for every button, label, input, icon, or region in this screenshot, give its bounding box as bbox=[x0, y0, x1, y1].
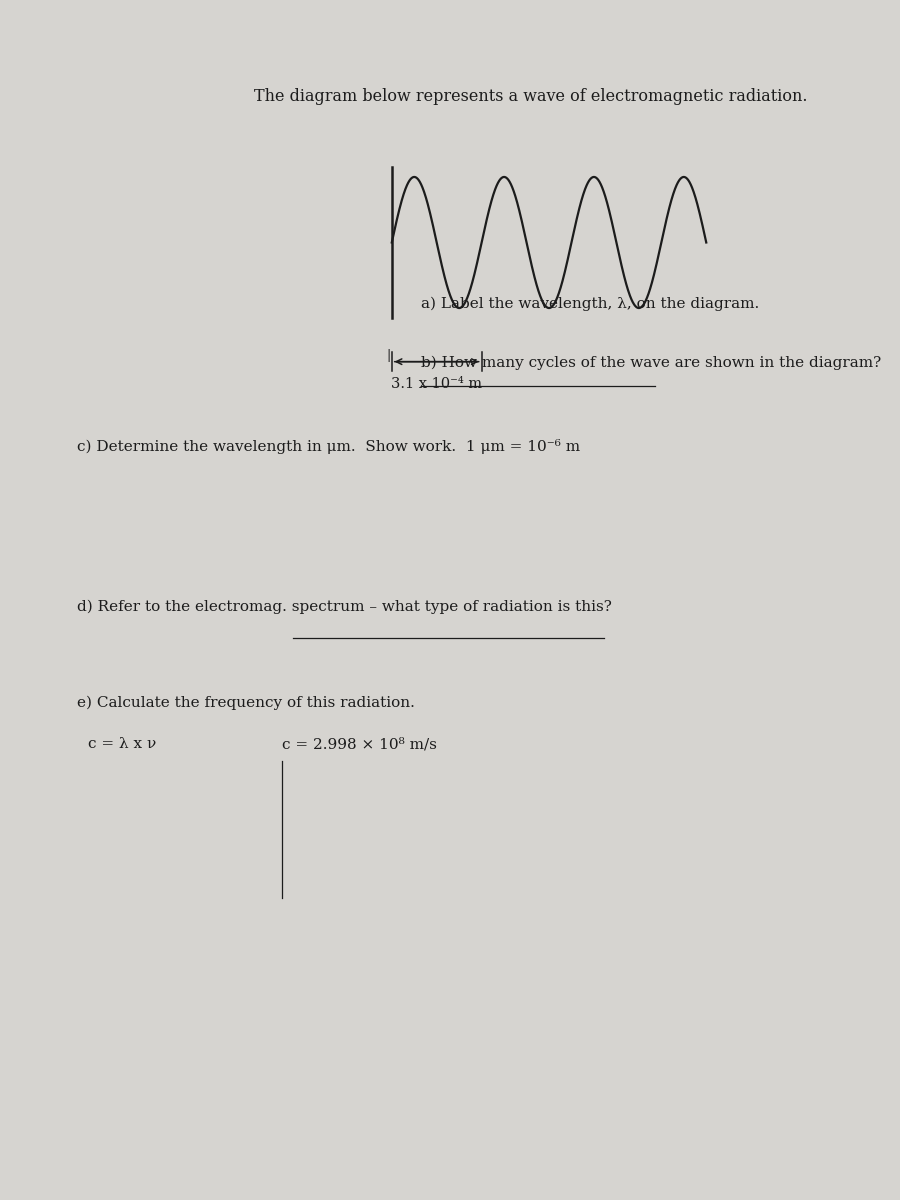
Text: e) Calculate the frequency of this radiation.: e) Calculate the frequency of this radia… bbox=[77, 695, 415, 709]
Text: a) Label the wavelength, λ, on the diagram.: a) Label the wavelength, λ, on the diagr… bbox=[421, 296, 760, 311]
Text: The diagram below represents a wave of electromagnetic radiation.: The diagram below represents a wave of e… bbox=[254, 88, 807, 104]
Text: |: | bbox=[386, 349, 391, 362]
Text: 3.1 x 10⁻⁴ m: 3.1 x 10⁻⁴ m bbox=[392, 377, 482, 391]
Text: d) Refer to the electromag. spectrum – what type of radiation is this?: d) Refer to the electromag. spectrum – w… bbox=[77, 600, 612, 614]
Text: b) How many cycles of the wave are shown in the diagram?: b) How many cycles of the wave are shown… bbox=[421, 355, 881, 370]
Text: c = 2.998 × 10⁸ m/s: c = 2.998 × 10⁸ m/s bbox=[282, 737, 437, 751]
Text: c = λ x ν: c = λ x ν bbox=[88, 737, 157, 751]
Text: c) Determine the wavelength in μm.  Show work.  1 μm = 10⁻⁶ m: c) Determine the wavelength in μm. Show … bbox=[77, 439, 580, 454]
